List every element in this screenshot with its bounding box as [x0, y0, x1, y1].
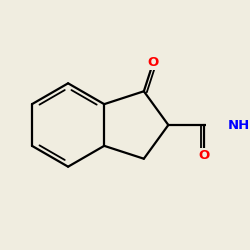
Text: O: O	[148, 56, 159, 69]
Text: O: O	[198, 148, 209, 162]
Text: NH: NH	[228, 118, 250, 132]
